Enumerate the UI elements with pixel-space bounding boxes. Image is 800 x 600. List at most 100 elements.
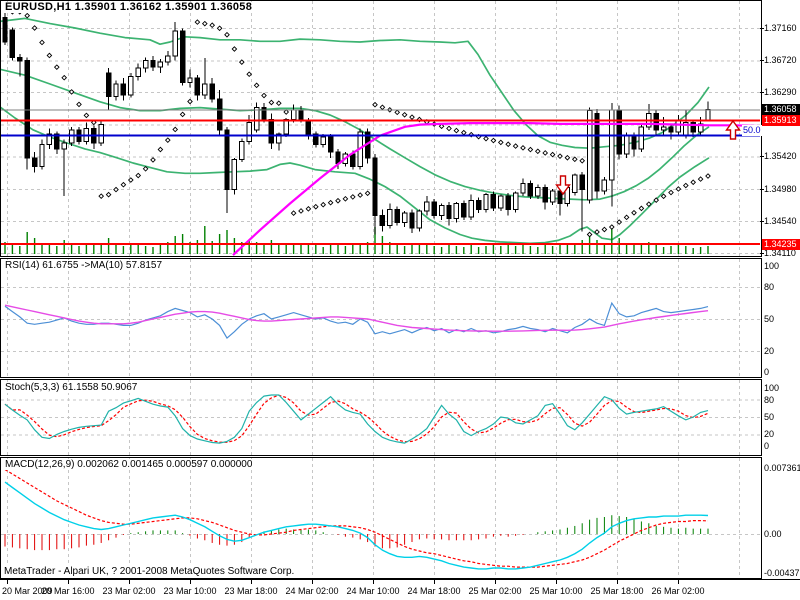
rsi-pane[interactable] — [0, 258, 762, 378]
bull-candle — [231, 158, 238, 191]
bull-candle — [549, 190, 556, 203]
bear-candle — [446, 205, 452, 219]
rsi-scale-label: 20 — [764, 346, 775, 356]
bear-candle — [150, 59, 156, 68]
stochastic-pane[interactable] — [0, 379, 762, 456]
bear-candle — [224, 129, 230, 191]
bull-candle — [276, 133, 282, 144]
bull-candle — [520, 183, 526, 194]
bear-candle — [120, 83, 127, 96]
time-label: 25 Mar 18:00 — [590, 586, 644, 596]
copyright-text: MetaTrader - Alpari UK, ? 2001-2008 Meta… — [2, 566, 297, 577]
bull-candle — [46, 133, 53, 146]
bear-candle — [17, 57, 23, 62]
bull-candle — [601, 179, 608, 192]
time-tick — [556, 580, 557, 584]
bull-candle — [157, 61, 164, 68]
grid-lines — [1, 1, 760, 256]
rsi-scale-label: 0 — [764, 367, 770, 377]
stochastic-label: Stoch(5,3,3) 61.1558 50.9067 — [4, 382, 139, 393]
bear-candle — [105, 72, 112, 98]
bull-candle — [142, 59, 149, 69]
bull-candle — [113, 83, 119, 98]
line-price-box: 1.34235 — [762, 239, 800, 250]
rsi-label: RSI(14) 61.6755 ->MA(10) 57.8157 — [4, 260, 164, 271]
bull-candle — [187, 77, 193, 84]
time-tick — [7, 580, 8, 584]
bull-candle — [172, 30, 178, 57]
bull-candle — [387, 208, 393, 227]
bear-candle — [475, 200, 482, 210]
macd-scale-label: -0.00437 — [764, 568, 800, 578]
bear-candle — [179, 30, 186, 84]
bull-candle — [705, 108, 711, 122]
time-tick — [251, 580, 252, 584]
bear-candle — [2, 17, 8, 43]
bear-candle — [490, 194, 497, 209]
price-tick — [760, 156, 764, 157]
stoch-scale-label: 100 — [764, 383, 780, 393]
price-tick-label: 1.37160 — [764, 23, 797, 33]
price-tick — [760, 189, 764, 190]
bull-candle — [638, 126, 645, 150]
time-tick — [129, 580, 130, 584]
price-tick-label: 1.36290 — [764, 87, 797, 97]
bear-candle — [216, 98, 223, 131]
bull-candle — [697, 123, 704, 133]
price-tick — [760, 92, 764, 93]
bollinger-bands — [0, 17, 710, 245]
bull-candle — [416, 210, 423, 229]
time-tick — [312, 580, 313, 584]
time-axis[interactable]: 20 Mar 2009 20 Mar 16:00 23 Mar 02:00 23 Ma… — [0, 579, 800, 600]
bull-candle — [39, 144, 45, 168]
stoch-scale-label: 20 — [764, 429, 775, 439]
main-price-pane[interactable] — [0, 0, 762, 257]
time-label: 23 Mar 10:00 — [163, 586, 217, 596]
macd-signal-line — [4, 469, 709, 568]
rsi-scale-label: 50 — [764, 314, 775, 324]
stoch-scale-label: 80 — [764, 395, 775, 405]
bull-candle — [660, 126, 667, 131]
bear-candle — [261, 107, 267, 120]
time-tick — [68, 580, 69, 584]
line-price-box: 1.35913 — [762, 115, 800, 126]
rsi-scale-label: 100 — [764, 261, 780, 271]
bear-candle — [461, 203, 467, 218]
macd-histogram — [4, 515, 709, 551]
grid-lines — [1, 259, 760, 377]
price-tick-label: 1.35420 — [764, 151, 797, 161]
candles-group — [2, 11, 711, 235]
bear-candle — [379, 214, 386, 227]
bull-candle — [675, 120, 682, 133]
stoch-scale-label: 0 — [764, 441, 770, 451]
pane-border — [0, 258, 762, 378]
bear-candle — [394, 208, 400, 224]
bull-candle — [401, 212, 408, 224]
bear-candle — [350, 153, 356, 168]
down-arrow-object[interactable] — [555, 175, 571, 196]
time-label: 25 Mar 10:00 — [529, 586, 583, 596]
bull-candle — [535, 186, 541, 197]
stoch-main-line — [4, 394, 709, 444]
pane-border — [0, 379, 762, 456]
bear-candle — [579, 174, 585, 191]
bull-candle — [61, 142, 67, 150]
bull-candle — [468, 200, 474, 218]
stoch-signal-line — [4, 394, 709, 443]
time-label: 25 Mar 02:00 — [468, 586, 522, 596]
macd-pane[interactable] — [0, 457, 762, 579]
time-label: 24 Mar 18:00 — [407, 586, 461, 596]
up-arrow-object[interactable] — [725, 119, 741, 140]
rsi-scale-label: 80 — [764, 282, 775, 292]
rsi-line — [4, 301, 709, 340]
bull-candle — [283, 118, 289, 135]
price-tick — [760, 60, 764, 61]
bear-candle — [313, 133, 319, 146]
macd-main-line — [4, 481, 709, 570]
bull-candle — [290, 109, 297, 120]
price-tick-label: 1.34980 — [764, 184, 797, 194]
trend-ma-line[interactable] — [232, 121, 761, 256]
bull-candle — [239, 141, 245, 160]
grid-lines — [1, 458, 760, 578]
